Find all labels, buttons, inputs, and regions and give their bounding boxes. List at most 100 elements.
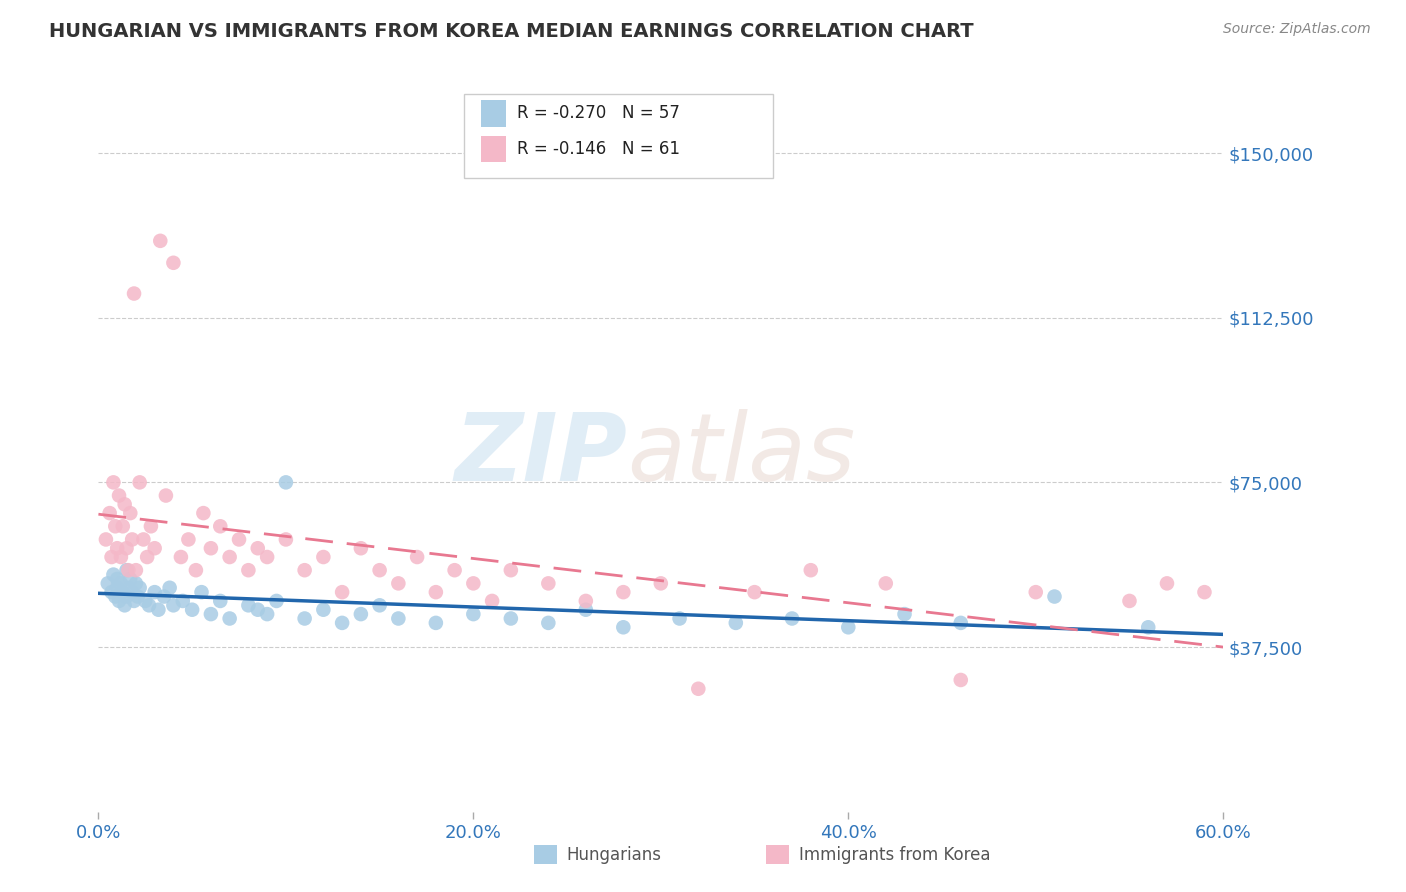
Point [218, 549, 240, 564]
Point [837, 620, 859, 634]
Point [115, 541, 138, 556]
Point [875, 576, 897, 591]
Point [800, 563, 823, 577]
Point [104, 519, 127, 533]
Point [949, 673, 972, 687]
Text: HUNGARIAN VS IMMIGRANTS FROM KOREA MEDIAN EARNINGS CORRELATION CHART: HUNGARIAN VS IMMIGRANTS FROM KOREA MEDIA… [49, 22, 974, 41]
Point [312, 549, 335, 564]
Point [138, 599, 160, 613]
Point [893, 607, 915, 621]
Point [200, 541, 222, 556]
Point [139, 519, 162, 533]
Point [103, 475, 125, 490]
Text: atlas: atlas [627, 409, 855, 500]
Text: R = -0.146   N = 61: R = -0.146 N = 61 [517, 140, 681, 158]
Point [688, 681, 710, 696]
Point [387, 576, 409, 591]
Point [499, 563, 522, 577]
Point [209, 594, 232, 608]
Point [238, 563, 260, 577]
Text: Immigrants from Korea: Immigrants from Korea [799, 846, 990, 863]
Point [100, 585, 122, 599]
Point [463, 607, 485, 621]
Point [153, 590, 176, 604]
Point [143, 541, 166, 556]
Point [612, 620, 634, 634]
Text: R = -0.270   N = 57: R = -0.270 N = 57 [517, 104, 681, 122]
Point [612, 585, 634, 599]
Point [104, 590, 127, 604]
Point [228, 533, 250, 547]
Point [143, 585, 166, 599]
Point [463, 576, 485, 591]
Point [537, 576, 560, 591]
Point [190, 585, 212, 599]
Point [256, 607, 278, 621]
Point [100, 549, 122, 564]
Point [949, 615, 972, 630]
Point [120, 506, 142, 520]
Point [117, 581, 139, 595]
Point [209, 519, 232, 533]
Point [128, 475, 150, 490]
Point [274, 475, 297, 490]
Text: Source: ZipAtlas.com: Source: ZipAtlas.com [1223, 22, 1371, 37]
Point [136, 549, 159, 564]
Point [238, 599, 260, 613]
Point [97, 576, 120, 591]
Point [115, 563, 138, 577]
Point [387, 611, 409, 625]
Point [159, 581, 181, 595]
Point [481, 594, 503, 608]
Point [120, 572, 142, 586]
Point [499, 611, 522, 625]
Point [132, 533, 155, 547]
Point [111, 519, 134, 533]
Point [121, 533, 143, 547]
Point [170, 549, 193, 564]
Point [218, 611, 240, 625]
Point [724, 615, 747, 630]
Point [127, 590, 149, 604]
Point [162, 599, 184, 613]
Point [425, 615, 447, 630]
Point [193, 506, 215, 520]
Point [256, 549, 278, 564]
Point [122, 594, 145, 608]
Point [114, 497, 136, 511]
Point [406, 549, 429, 564]
Point [368, 599, 391, 613]
Point [246, 603, 269, 617]
Point [744, 585, 766, 599]
Point [312, 603, 335, 617]
Point [181, 603, 204, 617]
Point [114, 599, 136, 613]
Point [105, 572, 128, 586]
Point [350, 541, 373, 556]
Point [246, 541, 269, 556]
Point [117, 563, 139, 577]
Point [200, 607, 222, 621]
Point [110, 549, 132, 564]
Point [575, 603, 598, 617]
Point [330, 585, 353, 599]
Point [443, 563, 465, 577]
Point [668, 611, 690, 625]
Point [110, 576, 132, 591]
Point [108, 594, 131, 608]
Point [575, 594, 598, 608]
Point [122, 286, 145, 301]
Text: Hungarians: Hungarians [567, 846, 662, 863]
Point [368, 563, 391, 577]
Point [149, 234, 172, 248]
Text: ZIP: ZIP [454, 409, 627, 501]
Point [1025, 585, 1047, 599]
Point [294, 563, 316, 577]
Point [1043, 590, 1066, 604]
Point [105, 581, 128, 595]
Point [274, 533, 297, 547]
Point [162, 256, 184, 270]
Point [650, 576, 672, 591]
Point [125, 563, 148, 577]
Point [172, 594, 194, 608]
